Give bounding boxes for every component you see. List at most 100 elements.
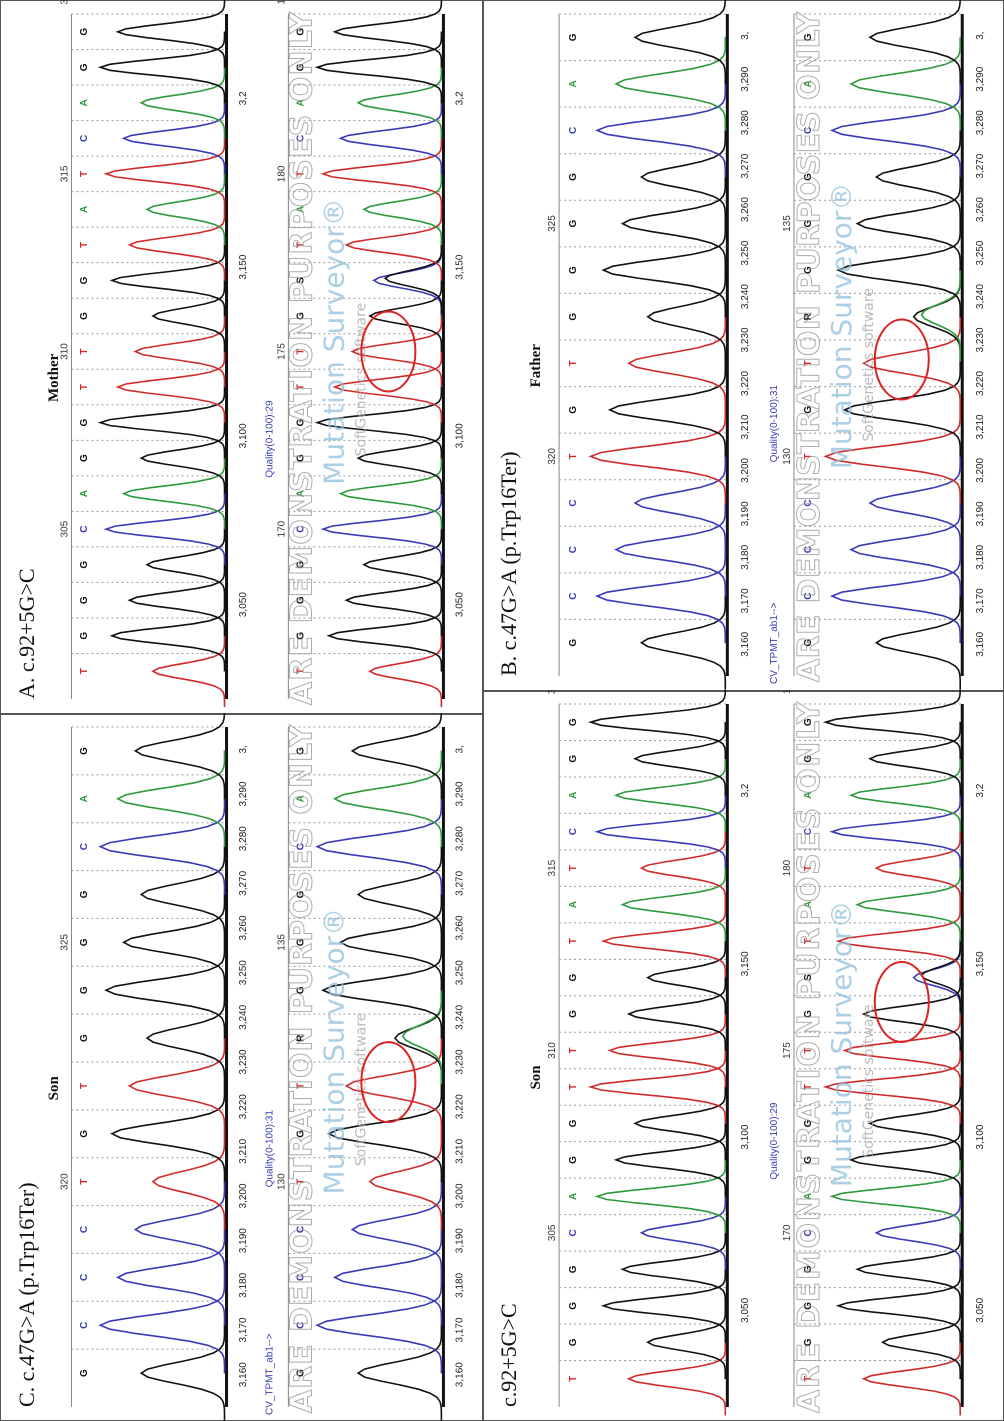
axis-label: 3,230: [238, 1049, 249, 1074]
quality-label: Quality(0-100):31: [769, 385, 780, 463]
base-call: G: [79, 986, 90, 994]
axis-label: 3,240: [975, 284, 986, 309]
axis-label: 3,210: [455, 1138, 466, 1163]
trace-peak: [832, 84, 960, 178]
axis-label: 3,190: [238, 1228, 249, 1253]
trace-peak: [118, 751, 225, 848]
base-call: G: [79, 276, 90, 284]
trace-peak: [591, 410, 726, 504]
subject: Son: [528, 1065, 544, 1090]
watermark: SoftGenetics software: [861, 1004, 877, 1158]
trace-peak: [597, 1160, 725, 1234]
base-call: G: [79, 561, 90, 569]
axis-label: 3,160: [455, 1362, 466, 1387]
trace-peak: [597, 795, 725, 869]
trace-peak: [838, 1269, 960, 1343]
base-call: T: [568, 1376, 579, 1382]
trace-peak: [403, 988, 442, 1085]
base-call: C: [79, 526, 90, 533]
base-call: G: [79, 1034, 90, 1042]
base-call: T: [568, 865, 579, 871]
base-call: T: [79, 348, 90, 354]
trace-peak: [826, 690, 961, 759]
trace-peak: [629, 1342, 726, 1416]
watermark: ARE DEMONSTRATION PURPOSES ONLY: [285, 724, 320, 1413]
base-call: C: [568, 593, 579, 600]
axis-label: 3,250: [740, 240, 751, 265]
trace-peak: [876, 596, 960, 690]
base-call: G: [568, 1010, 579, 1018]
trace-peak: [851, 503, 960, 597]
trace-peak: [317, 1277, 441, 1374]
position-number: 315: [59, 165, 70, 182]
axis-label: 3,170: [238, 1317, 249, 1342]
base-call: A: [568, 901, 579, 908]
axis-label: 3,170: [975, 588, 986, 613]
base-call: G: [79, 1130, 90, 1138]
trace-peak: [603, 223, 725, 317]
base-call: C: [79, 1274, 90, 1281]
base-call: A: [568, 792, 579, 799]
trace-peak: [610, 363, 726, 457]
base-call: G: [79, 418, 90, 426]
base-call: G: [79, 1369, 90, 1377]
axis-label: 3,050: [975, 1297, 986, 1322]
trace-peak: [112, 1086, 225, 1183]
axis-label: 3,280: [455, 826, 466, 851]
trace-peak: [335, 1229, 442, 1326]
axis-label: 3,2: [975, 783, 986, 797]
axis-label: 3,210: [238, 1138, 249, 1163]
base-call: G: [568, 1119, 579, 1127]
caption: c.92+5G>C: [496, 1303, 521, 1407]
trace-peak: [106, 942, 224, 1039]
base-call: G: [568, 219, 579, 227]
trace-peak: [616, 37, 725, 131]
position-number: 325: [547, 215, 558, 232]
trace-peak: [603, 904, 725, 978]
axis-label: 3,2: [238, 91, 249, 105]
position-number: 325: [59, 934, 70, 951]
trace-peak: [124, 894, 225, 991]
trace-peak: [591, 690, 726, 759]
axis-label: 3,180: [740, 544, 751, 569]
watermark: Mutation Surveyor®: [318, 198, 351, 485]
axis-label: 3,220: [238, 1094, 249, 1119]
base-call: T: [79, 1083, 90, 1089]
axis-label: 3,260: [740, 197, 751, 222]
axis-label: 3,260: [238, 915, 249, 940]
base-call: G: [79, 63, 90, 71]
axis-label: 3,160: [975, 631, 986, 656]
trace-peak: [352, 713, 441, 799]
base-call: T: [568, 360, 579, 366]
axis-label: 3,240: [238, 1004, 249, 1029]
trace-peak: [832, 795, 960, 869]
axis-label: 3,100: [740, 1124, 751, 1149]
watermark: ARE DEMONSTRATION PURPOSES ONLY: [792, 11, 827, 682]
base-call: A: [79, 490, 90, 497]
trace-peak: [635, 0, 725, 84]
subject: Son: [46, 1075, 62, 1100]
base-call: C: [568, 127, 579, 134]
axis-label: 3,160: [238, 1362, 249, 1387]
trace-peak: [616, 503, 725, 597]
base-call: T: [568, 1047, 579, 1053]
panel-svg: B. c.47G>A (p.Trp16Ter)FatherGCCCTGTGGGG…: [482, 0, 1004, 690]
axis-label: 3,240: [740, 284, 751, 309]
base-call: T: [79, 1179, 90, 1185]
panel-svg: C. c.47G>A (p.Trp16Ter)SonGCCCTGTGGGGCAG…: [0, 713, 482, 1421]
trace-peak: [642, 596, 726, 690]
axis-label: 3,2: [455, 91, 466, 105]
base-call: T: [568, 1084, 579, 1090]
trace-name: CV_TPMT_ab1-->: [264, 1333, 275, 1415]
position-number: 320: [59, 1173, 70, 1190]
watermark: ARE DEMONSTRATION PURPOSES ONLY: [792, 701, 827, 1413]
trace-peak: [597, 84, 725, 178]
base-call: T: [79, 668, 90, 674]
trace-peak: [112, 600, 225, 672]
base-call: A: [79, 795, 90, 802]
axis-label: 3,150: [238, 254, 249, 279]
axis-label: 3,270: [975, 153, 986, 178]
axis-label: 3,170: [455, 1317, 466, 1342]
base-call: T: [79, 171, 90, 177]
